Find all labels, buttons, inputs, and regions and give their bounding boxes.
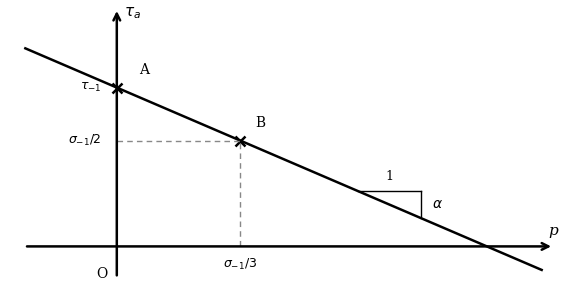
Text: A: A <box>139 63 149 77</box>
Text: $\tau_{-1}$: $\tau_{-1}$ <box>81 81 102 94</box>
Text: $\tau_a$: $\tau_a$ <box>124 5 141 21</box>
Text: 1: 1 <box>385 170 393 183</box>
Text: O: O <box>96 267 108 281</box>
Text: B: B <box>255 116 265 130</box>
Text: $\alpha$: $\alpha$ <box>431 197 443 212</box>
Text: $\sigma_{-1}/2$: $\sigma_{-1}/2$ <box>69 133 102 148</box>
Text: p: p <box>548 225 557 238</box>
Text: $\sigma_{-1}/3$: $\sigma_{-1}/3$ <box>223 257 257 272</box>
